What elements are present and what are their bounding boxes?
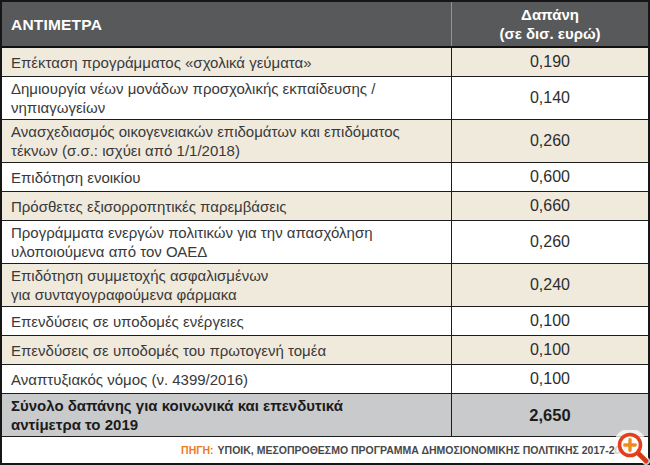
column-header-expense-line1: Δαπάνη [521, 5, 579, 24]
table-row: Δημιουργία νέων μονάδων προσχολικής εκπα… [2, 77, 648, 120]
table-header-row: ΑΝΤΙΜΕΤΡΑ Δαπάνη (σε δισ. ευρώ) [2, 2, 648, 48]
expense-value: 0,190 [452, 48, 648, 76]
zoom-magnifier-icon[interactable] [615, 430, 650, 465]
measure-label: Αναπτυξιακός νόμος (ν. 4399/2016) [2, 365, 452, 393]
table-row: Επενδύσεις σε υποδομές ενέργειες 0,100 [2, 307, 648, 336]
expense-value: 0,260 [452, 221, 648, 263]
table-row: Πρόσθετες εξισορροπητικές παρεμβάσεις 0,… [2, 192, 648, 221]
measure-label: Προγράμματα ενεργών πολιτικών για την απ… [2, 221, 452, 263]
measure-label: Δημιουργία νέων μονάδων προσχολικής εκπα… [2, 77, 452, 119]
source-text: ΥΠΟΙΚ, ΜΕΣΟΠΡΟΘΕΣΜΟ ΠΡΟΓΡΑΜΜΑ ΔΗΜΟΣΙΟΝΟΜ… [218, 444, 632, 456]
source-footer: ΠΗΓΗ: ΥΠΟΙΚ, ΜΕΣΟΠΡΟΘΕΣΜΟ ΠΡΟΓΡΑΜΜΑ ΔΗΜΟ… [2, 437, 648, 463]
column-header-measures: ΑΝΤΙΜΕΤΡΑ [2, 2, 452, 46]
expense-value: 0,240 [452, 264, 648, 306]
expense-value: 0,100 [452, 307, 648, 335]
table-frame: ΑΝΤΙΜΕΤΡΑ Δαπάνη (σε δισ. ευρώ) Επέκταση… [0, 0, 650, 465]
measure-label: Ανασχεδιασμός οικογενειακών επιδομάτων κ… [2, 120, 452, 162]
column-header-expense-line2: (σε δισ. ευρώ) [499, 24, 600, 43]
table-row: Αναπτυξιακός νόμος (ν. 4399/2016) 0,100 [2, 365, 648, 394]
expense-value: 0,260 [452, 120, 648, 162]
expense-value: 0,660 [452, 192, 648, 220]
measure-label: Επενδύσεις σε υποδομές του πρωτογενή τομ… [2, 336, 452, 364]
measure-label: Επέκταση προγράμματος «σχολικά γεύματα» [2, 48, 452, 76]
table-total-row: Σύνολο δαπάνης για κοινωνικά και επενδυτ… [2, 394, 648, 437]
total-label: Σύνολο δαπάνης για κοινωνικά και επενδυτ… [2, 394, 452, 436]
measure-label: Πρόσθετες εξισορροπητικές παρεμβάσεις [2, 192, 452, 220]
table-row: Ανασχεδιασμός οικογενειακών επιδομάτων κ… [2, 120, 648, 163]
expense-value: 0,140 [452, 77, 648, 119]
expense-value: 0,600 [452, 163, 648, 191]
measure-label: Επιδότηση συμμετοχής ασφαλισμένων για συ… [2, 264, 452, 306]
countermeasures-table-infographic: ΑΝΤΙΜΕΤΡΑ Δαπάνη (σε δισ. ευρώ) Επέκταση… [0, 0, 650, 465]
table-row: Επενδύσεις σε υποδομές του πρωτογενή τομ… [2, 336, 648, 365]
expense-value: 0,100 [452, 365, 648, 393]
table-row: Επιδότηση ενοικίου 0,600 [2, 163, 648, 192]
expense-value: 0,100 [452, 336, 648, 364]
table-row: Προγράμματα ενεργών πολιτικών για την απ… [2, 221, 648, 264]
measure-label: Επιδότηση ενοικίου [2, 163, 452, 191]
column-header-expense: Δαπάνη (σε δισ. ευρώ) [452, 2, 648, 46]
table-row: Επιδότηση συμμετοχής ασφαλισμένων για συ… [2, 264, 648, 307]
source-label: ΠΗΓΗ: [181, 444, 214, 456]
measure-label: Επενδύσεις σε υποδομές ενέργειες [2, 307, 452, 335]
table-row: Επέκταση προγράμματος «σχολικά γεύματα» … [2, 48, 648, 77]
